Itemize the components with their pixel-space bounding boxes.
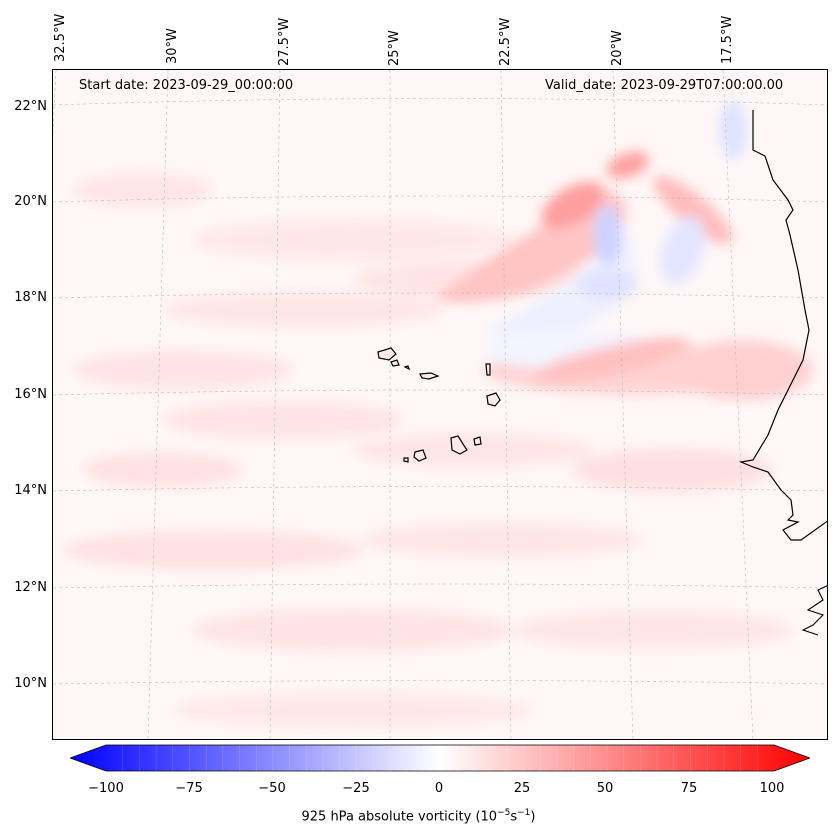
lon-label: 20°W: [610, 30, 625, 66]
lon-label: 27.5°W: [277, 17, 292, 66]
lat-label: 18°N: [14, 290, 47, 305]
colorbar-label: 925 hPa absolute vorticity (10−5s−1): [301, 808, 536, 825]
colorbar: [70, 744, 810, 772]
lon-label: 22.5°W: [498, 17, 513, 66]
colorbar-tick: −100: [88, 781, 124, 796]
lon-label: 17.5°W: [720, 15, 735, 64]
lon-label: 32.5°W: [53, 13, 68, 62]
lat-label: 10°N: [14, 676, 47, 691]
colorbar-tick: 100: [759, 781, 785, 796]
start-date-label: Start date: 2023-09-29_00:00:00: [79, 78, 294, 93]
lat-label: 22°N: [14, 99, 47, 114]
lat-label: 14°N: [14, 483, 47, 498]
lon-label: 30°W: [165, 28, 180, 64]
lat-label: 12°N: [14, 580, 47, 595]
vorticity-field-map: [53, 70, 827, 739]
coastline-detail: [801, 585, 827, 636]
valid-date-label: Valid_date: 2023-09-29T07:00:00.00: [545, 78, 784, 93]
map-plot-area[interactable]: [52, 69, 828, 740]
colorbar-tick: −75: [175, 781, 203, 796]
lon-label: 25°W: [387, 30, 402, 66]
colorbar-tick: 75: [680, 781, 698, 796]
colorbar-tick: −50: [258, 781, 286, 796]
cabo-verde-islands: [377, 347, 501, 463]
colorbar-tick: 25: [513, 781, 531, 796]
colorbar-gradient: [70, 744, 810, 772]
graticule: [53, 70, 827, 739]
colorbar-tick: −25: [342, 781, 370, 796]
west-africa-coastline: [738, 110, 827, 541]
colorbar-tick: 50: [596, 781, 614, 796]
lat-label: 16°N: [14, 387, 47, 402]
lat-label: 20°N: [14, 194, 47, 209]
colorbar-tick: 0: [434, 781, 444, 796]
